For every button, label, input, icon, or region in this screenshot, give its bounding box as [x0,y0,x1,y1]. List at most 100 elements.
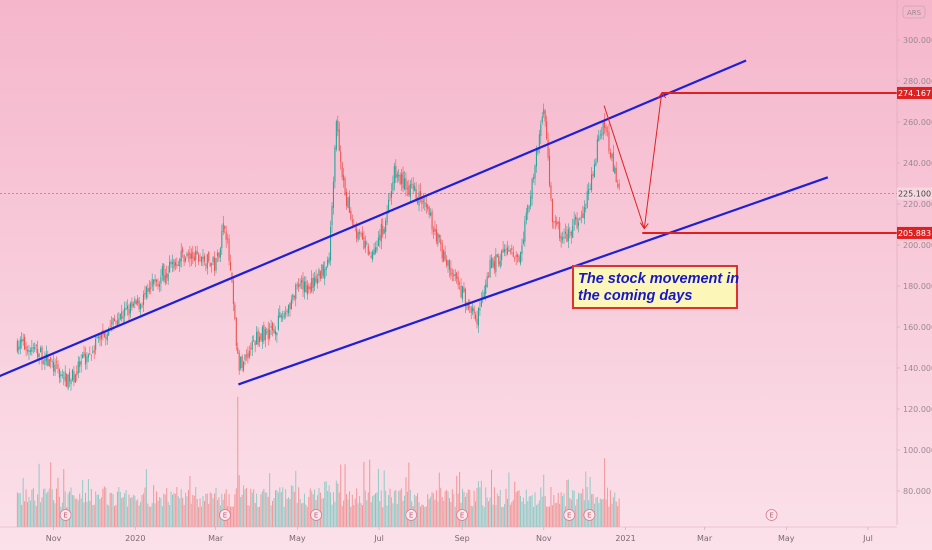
candle-body [579,217,581,220]
lower-channel-line[interactable] [238,176,829,386]
volume-bar [31,489,33,527]
candle-body [504,249,506,253]
volume-bar [198,507,200,527]
earnings-marker-icon [765,509,778,521]
candle-body [205,264,207,267]
candle-body [324,269,326,279]
volume-bar [48,488,50,527]
candle-body [124,307,126,317]
volume-bar [70,487,72,527]
volume-bar [435,490,437,527]
candle-body [206,254,208,269]
volume-bar [189,475,191,527]
candle-body [308,286,310,289]
volume-bar [535,505,537,527]
candle-body [498,256,500,265]
candle-body [292,294,294,300]
volume-bar [470,505,472,527]
candle-body [512,251,514,257]
candle-body [483,291,485,299]
candle-body [238,352,240,371]
earnings-marker-icon [583,509,596,521]
volume-bar [28,496,30,527]
time-tick-label: Mar [208,534,224,543]
volume-bar [476,487,478,527]
candle-body [153,279,155,284]
price-scale[interactable]: 300.000 280.000 260.000 240.000 220.000 200.0… [896,0,932,525]
candle-body [157,283,159,287]
candle-body [240,356,242,369]
earnings-marker-letter: E [587,512,591,520]
candle-body [148,287,150,292]
earnings-marker-letter: E [769,512,773,520]
volume-bar [73,495,75,527]
candle-body [501,251,503,261]
volume-bar [547,506,549,527]
time-scale[interactable]: Nov 2020 Mar May Jul Sep Nov 2021 Mar May Jul [0,526,897,543]
volume-bar [203,501,205,527]
time-tick-label: Mar [697,534,713,543]
candle-body [128,308,130,316]
volume-bar [225,489,227,527]
earnings-marker-letter: E [223,512,227,520]
annotation-box[interactable]: The stock movement in the coming days [572,265,740,309]
volume-bar [298,487,300,527]
volume-bar [392,503,394,527]
volume-bar [393,491,395,527]
candle-body [25,346,27,351]
time-tick-label: May [778,534,795,543]
candle-body [142,294,145,305]
candle-body [185,258,187,261]
volume-bar [143,493,145,527]
volume-bar [245,487,247,527]
volume-bar [572,490,574,527]
volume-bar [495,505,497,527]
volume-bar [105,487,107,527]
candle-body [267,328,269,340]
volume-bar [434,499,436,527]
volume-bar [195,487,197,527]
candle-body [350,210,352,220]
volume-bar [557,492,559,527]
volume-bar [334,501,336,527]
volume-bar [475,501,477,527]
candle-body [285,312,287,315]
candle-body [57,364,59,369]
candle-body [32,347,34,349]
volume-bar [446,490,448,527]
candle-body [289,303,291,310]
volume-bar [541,496,543,527]
candle-body [401,173,403,184]
candle-body [428,207,430,215]
candle-body [580,215,582,217]
volume-bar [431,492,433,527]
volume-bar [373,494,375,527]
candle-body [473,308,475,314]
volume-bar [586,487,588,527]
price-tags: 274.167 205.883 225.100 [897,86,932,239]
candle-body [560,236,562,243]
volume-bar [463,491,465,527]
volume-bar [237,396,239,527]
volume-bar [192,494,194,527]
upper-channel-line[interactable] [0,59,747,395]
candle-body [485,284,487,294]
volume-bar [522,497,524,527]
volume-bar [489,497,491,527]
candle-body [312,277,314,288]
volume-bar [173,493,175,527]
candle-body [166,273,168,278]
candle-body [42,361,45,363]
candle-body [241,356,243,369]
volume-bar [318,487,320,527]
candle-body [170,261,172,265]
candle-body [103,333,105,337]
volume-bar [260,494,262,527]
volume-bar [127,506,129,527]
volume-bar [63,469,65,527]
candle-body [264,329,266,341]
volume-bar [135,500,137,527]
candle-body [164,275,166,283]
annotation-line-1: The stock movement in [578,271,740,287]
